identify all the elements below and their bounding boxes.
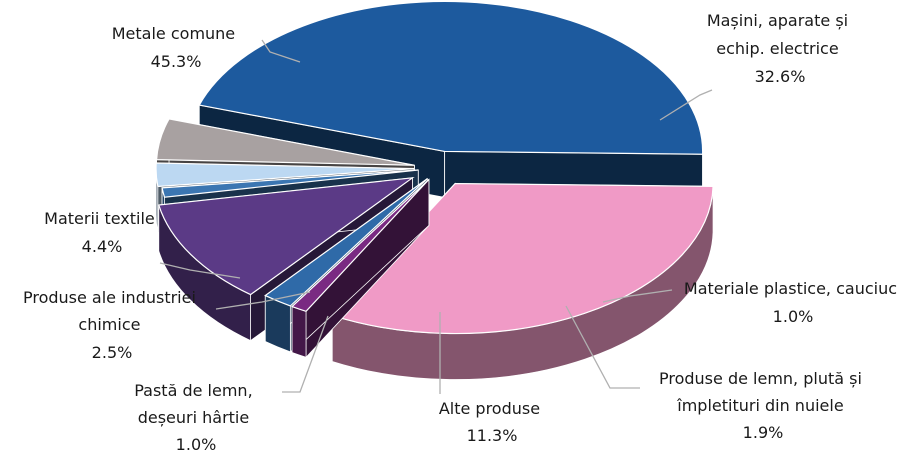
slice-value: 1.0% bbox=[176, 435, 217, 454]
label-metale-comune: Metale comune 45.3% bbox=[112, 24, 241, 71]
slice-value: 45.3% bbox=[151, 52, 202, 71]
leader-line-pasta-lemn bbox=[282, 315, 329, 393]
leader-lines bbox=[159, 39, 713, 394]
pie-slice-top bbox=[155, 118, 415, 166]
label-materii-textile: Materii textile 4.4% bbox=[44, 209, 160, 256]
pie-slices bbox=[155, 0, 714, 380]
leader-line-metale-comune bbox=[261, 39, 301, 63]
slice-label: Produse de lemn, plută și bbox=[659, 369, 862, 388]
leader-line-produse-chimice bbox=[215, 291, 311, 310]
slice-value: 4.4% bbox=[82, 237, 123, 256]
leader-line-produse-lemn bbox=[565, 305, 640, 389]
slice-label: Pastă de lemn, bbox=[134, 381, 252, 400]
leader-line-materiale-plastice bbox=[602, 289, 673, 303]
slice-labels: Metale comune 45.3% Mașini, aparate și e… bbox=[23, 11, 902, 454]
slice-value: 32.6% bbox=[755, 67, 806, 86]
slice-label: deșeuri hârtie bbox=[138, 408, 250, 427]
label-masini: Mașini, aparate și echip. electrice 32.6… bbox=[707, 11, 853, 86]
label-produse-lemn: Produse de lemn, plută și împletituri di… bbox=[659, 369, 867, 442]
pie-slice-top bbox=[264, 178, 428, 307]
slice-label: Metale comune bbox=[112, 24, 235, 43]
pie-slice bbox=[290, 178, 430, 359]
slice-label: Produse ale industriei bbox=[23, 288, 196, 307]
slice-label: Materiale plastice, cauciuc bbox=[684, 279, 897, 298]
slice-label: chimice bbox=[78, 315, 140, 334]
pie-slice-top bbox=[155, 162, 415, 188]
pie-slice-top bbox=[290, 178, 430, 312]
slice-value: 1.9% bbox=[743, 423, 784, 442]
label-materiale-plastice: Materiale plastice, cauciuc 1.0% bbox=[684, 279, 902, 326]
leader-line-materii-textile bbox=[159, 262, 241, 279]
slice-label: Mașini, aparate și bbox=[707, 11, 848, 30]
leader-line-masini bbox=[659, 89, 713, 121]
label-produse-chimice: Produse ale industriei chimice 2.5% bbox=[23, 288, 201, 362]
label-pasta-lemn: Pastă de lemn, deșeuri hârtie 1.0% bbox=[134, 381, 258, 454]
slice-label: Materii textile bbox=[44, 209, 155, 228]
pie-slice-top bbox=[198, 0, 704, 155]
pie-slice-side bbox=[291, 305, 307, 358]
slice-label: împletituri din nuiele bbox=[676, 396, 843, 415]
slice-value: 2.5% bbox=[92, 343, 133, 362]
slice-value: 1.0% bbox=[773, 307, 814, 326]
slice-value: 11.3% bbox=[467, 426, 518, 445]
pie-slice-top bbox=[157, 176, 415, 296]
pie-slice-top bbox=[161, 169, 419, 198]
label-alte-produse: Alte produse 11.3% bbox=[439, 399, 545, 445]
slice-label: Alte produse bbox=[439, 399, 540, 418]
slice-label: echip. electrice bbox=[716, 39, 838, 58]
